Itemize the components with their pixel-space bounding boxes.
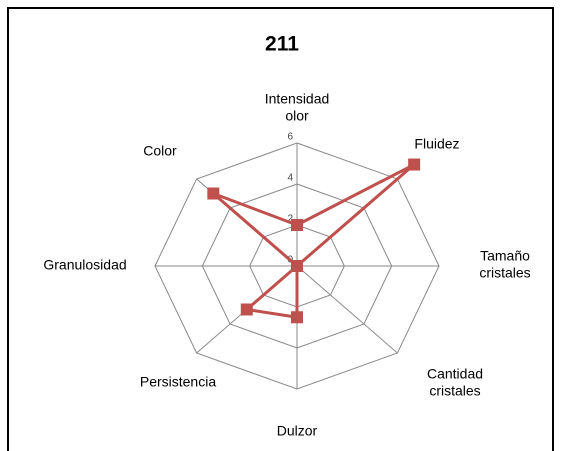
category-label: Intensidad olor bbox=[265, 90, 330, 123]
series-line bbox=[211, 163, 416, 319]
y-tick-label: 4 bbox=[287, 173, 293, 184]
category-label: Cantidad cristales bbox=[427, 365, 483, 398]
chart-title: 211 bbox=[265, 33, 299, 56]
category-label: Fluidez bbox=[414, 136, 459, 152]
frame bbox=[7, 7, 554, 451]
category-label: Granulosidad bbox=[43, 257, 126, 273]
category-label: Tamaño cristales bbox=[479, 247, 530, 280]
marker bbox=[291, 260, 303, 272]
marker bbox=[207, 187, 220, 200]
y-tick-label: 2 bbox=[287, 214, 293, 225]
y-tick-label: 6 bbox=[287, 132, 293, 143]
marker bbox=[408, 158, 421, 171]
marker bbox=[291, 219, 303, 231]
category-label: Dulzor bbox=[277, 423, 318, 439]
marker bbox=[240, 303, 253, 316]
category-label: Persistencia bbox=[140, 374, 216, 390]
marker bbox=[291, 311, 303, 324]
spoke bbox=[296, 265, 398, 354]
category-label: Color bbox=[143, 143, 177, 159]
